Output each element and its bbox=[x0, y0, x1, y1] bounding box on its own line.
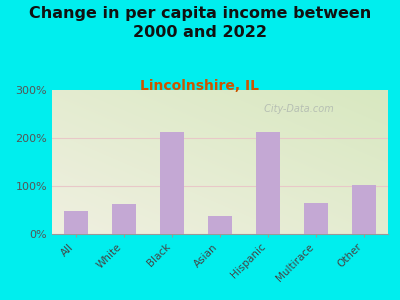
Bar bbox=[352, 184, 376, 234]
Bar bbox=[64, 211, 88, 234]
Text: Change in per capita income between
2000 and 2022: Change in per capita income between 2000… bbox=[29, 6, 371, 40]
Bar bbox=[304, 203, 328, 234]
Bar bbox=[256, 132, 280, 234]
Text: City-Data.com: City-Data.com bbox=[261, 104, 334, 114]
Bar bbox=[160, 132, 184, 234]
Bar bbox=[112, 204, 136, 234]
Bar bbox=[208, 216, 232, 234]
Text: Lincolnshire, IL: Lincolnshire, IL bbox=[140, 80, 260, 94]
